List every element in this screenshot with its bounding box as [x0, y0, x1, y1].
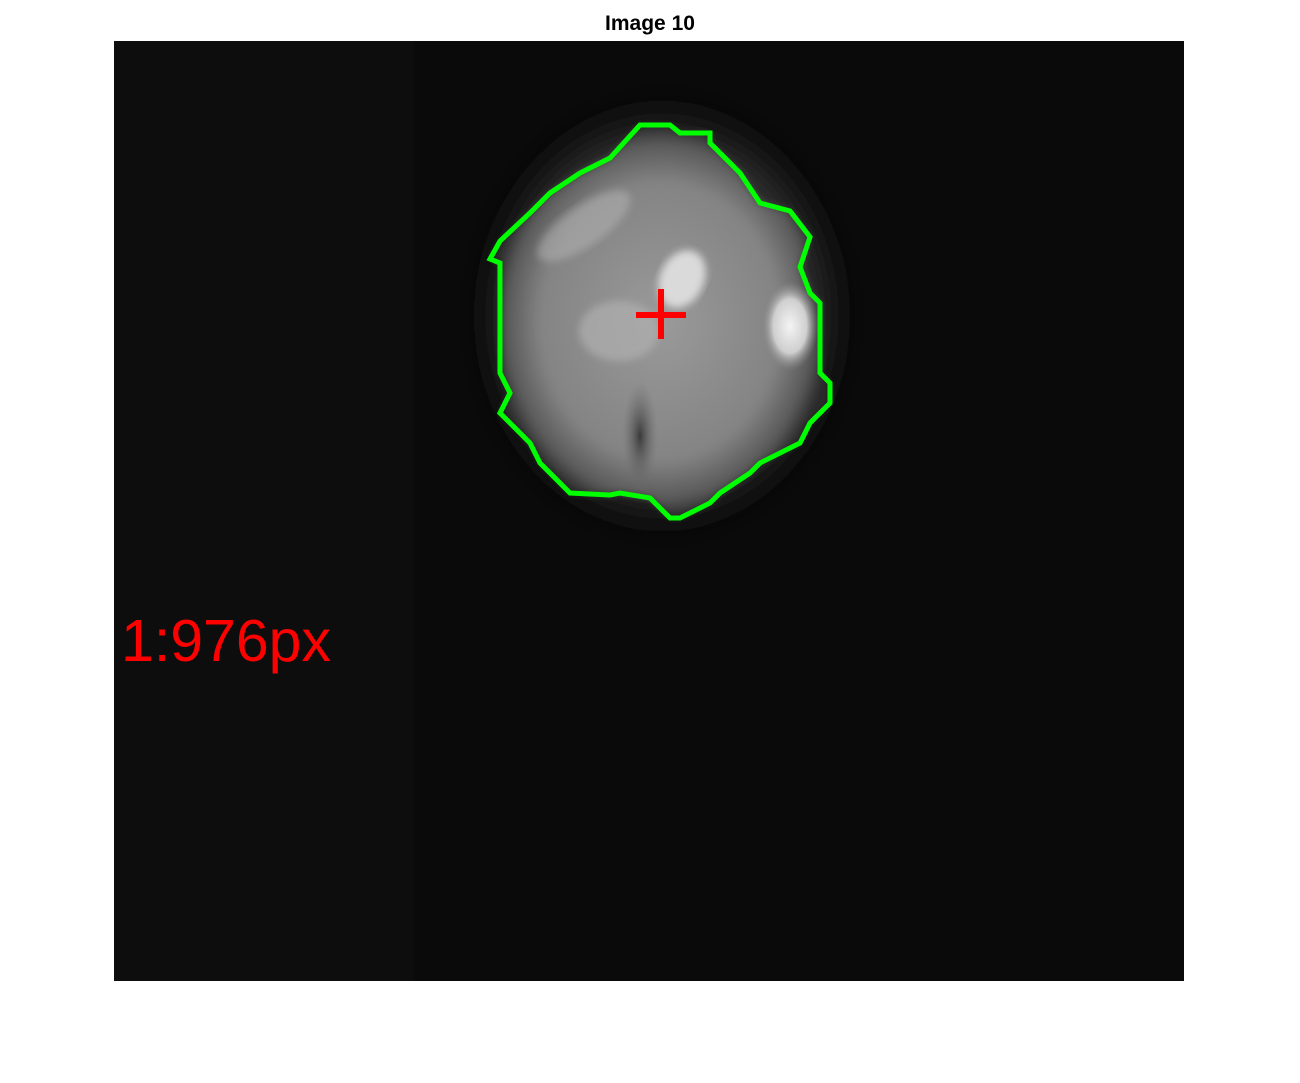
particle-texture-upper — [537, 190, 631, 262]
grayscale-image — [114, 41, 1184, 981]
background-shade — [114, 41, 414, 981]
plus-icon — [636, 289, 686, 339]
contour-outline — [486, 122, 833, 521]
figure-title: Image 10 — [605, 12, 695, 35]
particle-texture — [579, 301, 659, 361]
area-label: 1:976px — [121, 608, 331, 674]
particle-bright-spot — [762, 281, 818, 371]
image-axes — [114, 41, 1184, 981]
particle-dark-groove — [622, 381, 658, 491]
particle-highlight — [658, 250, 706, 308]
